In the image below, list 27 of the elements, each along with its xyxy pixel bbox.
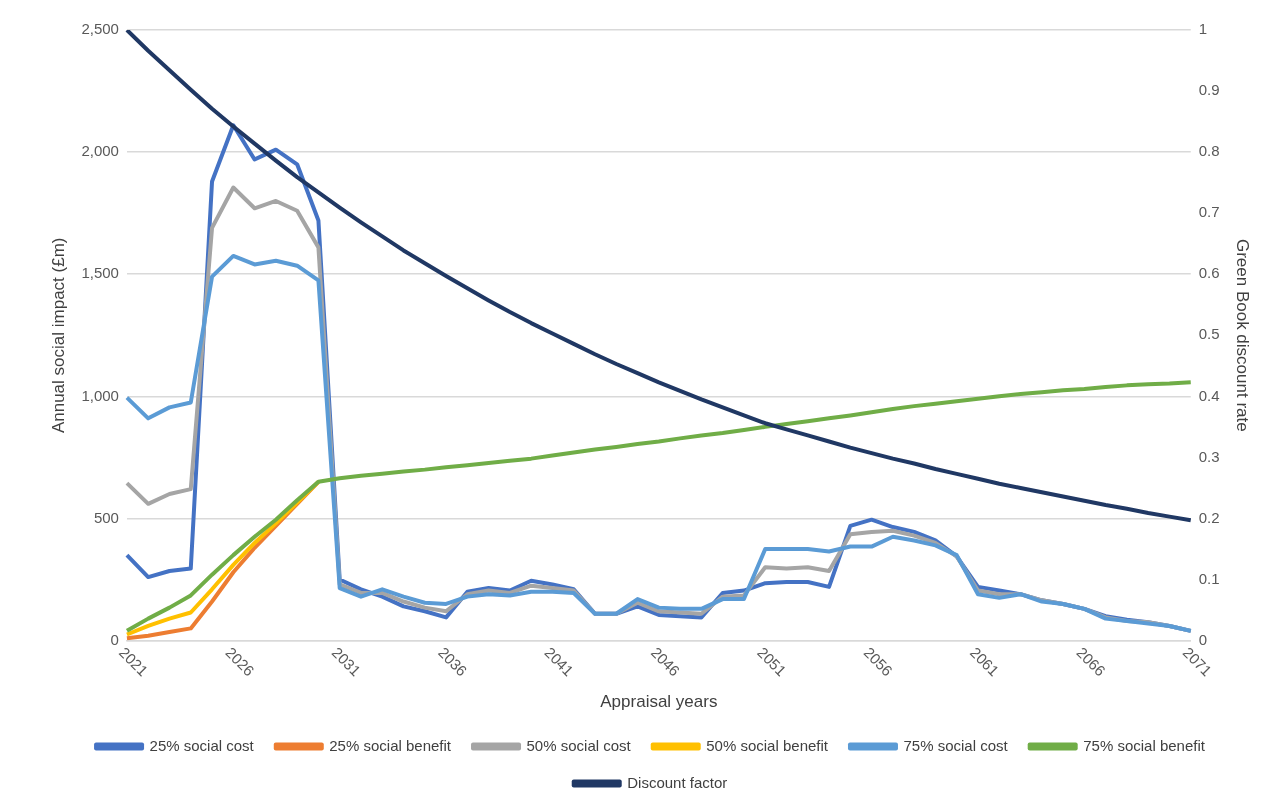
y-tick-label: 2,000 xyxy=(81,142,119,160)
y2-tick-label: 0.9 xyxy=(1198,81,1220,99)
y2-tick-label: 0.8 xyxy=(1198,142,1220,160)
y2-tick-label: 1 xyxy=(1198,20,1208,38)
legend-label: 25% social benefit xyxy=(329,736,452,754)
y2-tick-label: 0.1 xyxy=(1198,569,1220,587)
y2-tick-label: 0.5 xyxy=(1198,325,1220,343)
y2-axis-title: Green Book discount rate xyxy=(1233,238,1253,432)
y2-tick-label: 0.6 xyxy=(1198,264,1220,282)
legend-label: 50% social benefit xyxy=(706,736,829,754)
legend-label: 25% social cost xyxy=(149,736,255,754)
y-tick-label: 2,500 xyxy=(81,20,119,38)
y2-tick-label: 0.7 xyxy=(1198,203,1220,221)
y2-tick-label: 0 xyxy=(1198,630,1208,648)
y2-tick-label: 0.3 xyxy=(1198,447,1220,465)
y-tick-label: 1,500 xyxy=(81,264,119,282)
y-tick-label: 0 xyxy=(110,630,119,648)
y-tick-label: 1,000 xyxy=(81,386,119,404)
y-tick-label: 500 xyxy=(93,508,119,526)
x-axis-title: Appraisal years xyxy=(600,692,718,712)
y-axis-title: Annual social impact (£m) xyxy=(48,237,68,434)
y2-tick-label: 0.4 xyxy=(1198,386,1220,404)
y2-tick-label: 0.2 xyxy=(1198,508,1220,526)
legend-label: 75% social cost xyxy=(903,736,1009,754)
legend-label: 50% social cost xyxy=(526,736,632,754)
legend-label: 75% social benefit xyxy=(1083,736,1206,754)
legend-label: Discount factor xyxy=(627,773,728,791)
